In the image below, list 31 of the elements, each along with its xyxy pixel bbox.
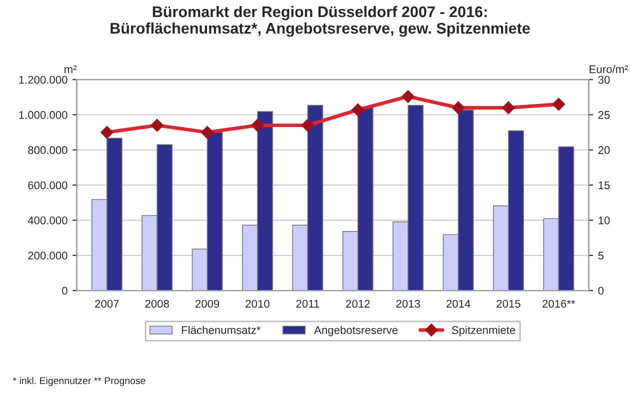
- y2-tick-label: 30: [598, 76, 610, 84]
- y-tick-label: 0: [62, 286, 68, 295]
- legend-label: Spitzenmiete: [452, 326, 516, 336]
- y-tick-label: 800.000: [28, 146, 68, 154]
- legend-label: Angebotsreserve: [314, 326, 398, 336]
- x-tick-label: 2007: [95, 300, 119, 308]
- y-tick-label: 200.000: [28, 252, 68, 260]
- y2-tick-label: 20: [598, 146, 610, 154]
- x-tick-label: 2015: [496, 300, 520, 308]
- x-tick-label: 2009: [196, 300, 220, 308]
- x-tick-label: 2016**: [542, 300, 576, 308]
- y-tick-label: 400.000: [28, 216, 68, 224]
- y2-tick-label: 25: [598, 111, 610, 119]
- y2-tick-label: 15: [598, 181, 610, 190]
- y-tick-label: 1.200.000: [19, 76, 68, 84]
- chart-title: Büromarkt der Region Düsseldorf 2007 - 2016: Büroflächenumsatz*, Angebotsreserve, gew. Spitzenmiete: [110, 6, 530, 37]
- y2-tick-label: 5: [598, 252, 604, 260]
- y2-tick-label: 0: [598, 286, 604, 295]
- x-tick-label: 2011: [296, 300, 320, 308]
- y-tick-label: 1.000.000: [19, 111, 68, 119]
- y-tick-label: 600.000: [28, 181, 68, 190]
- legend-label: Flächenumsatz*: [182, 326, 261, 334]
- x-tick-label: 2008: [145, 300, 169, 308]
- x-tick-label: 2013: [396, 300, 420, 308]
- x-tick-label: 2012: [346, 300, 370, 308]
- text: * inkl. Eigennutzer ** Prognose: [12, 376, 146, 386]
- y-axis-title: m²: [64, 65, 77, 74]
- x-tick-label: 2014: [446, 300, 470, 308]
- y2-axis-title: Euro/m²: [590, 65, 628, 74]
- y2-tick-label: 10: [598, 216, 610, 224]
- x-tick-label: 2010: [246, 300, 270, 308]
